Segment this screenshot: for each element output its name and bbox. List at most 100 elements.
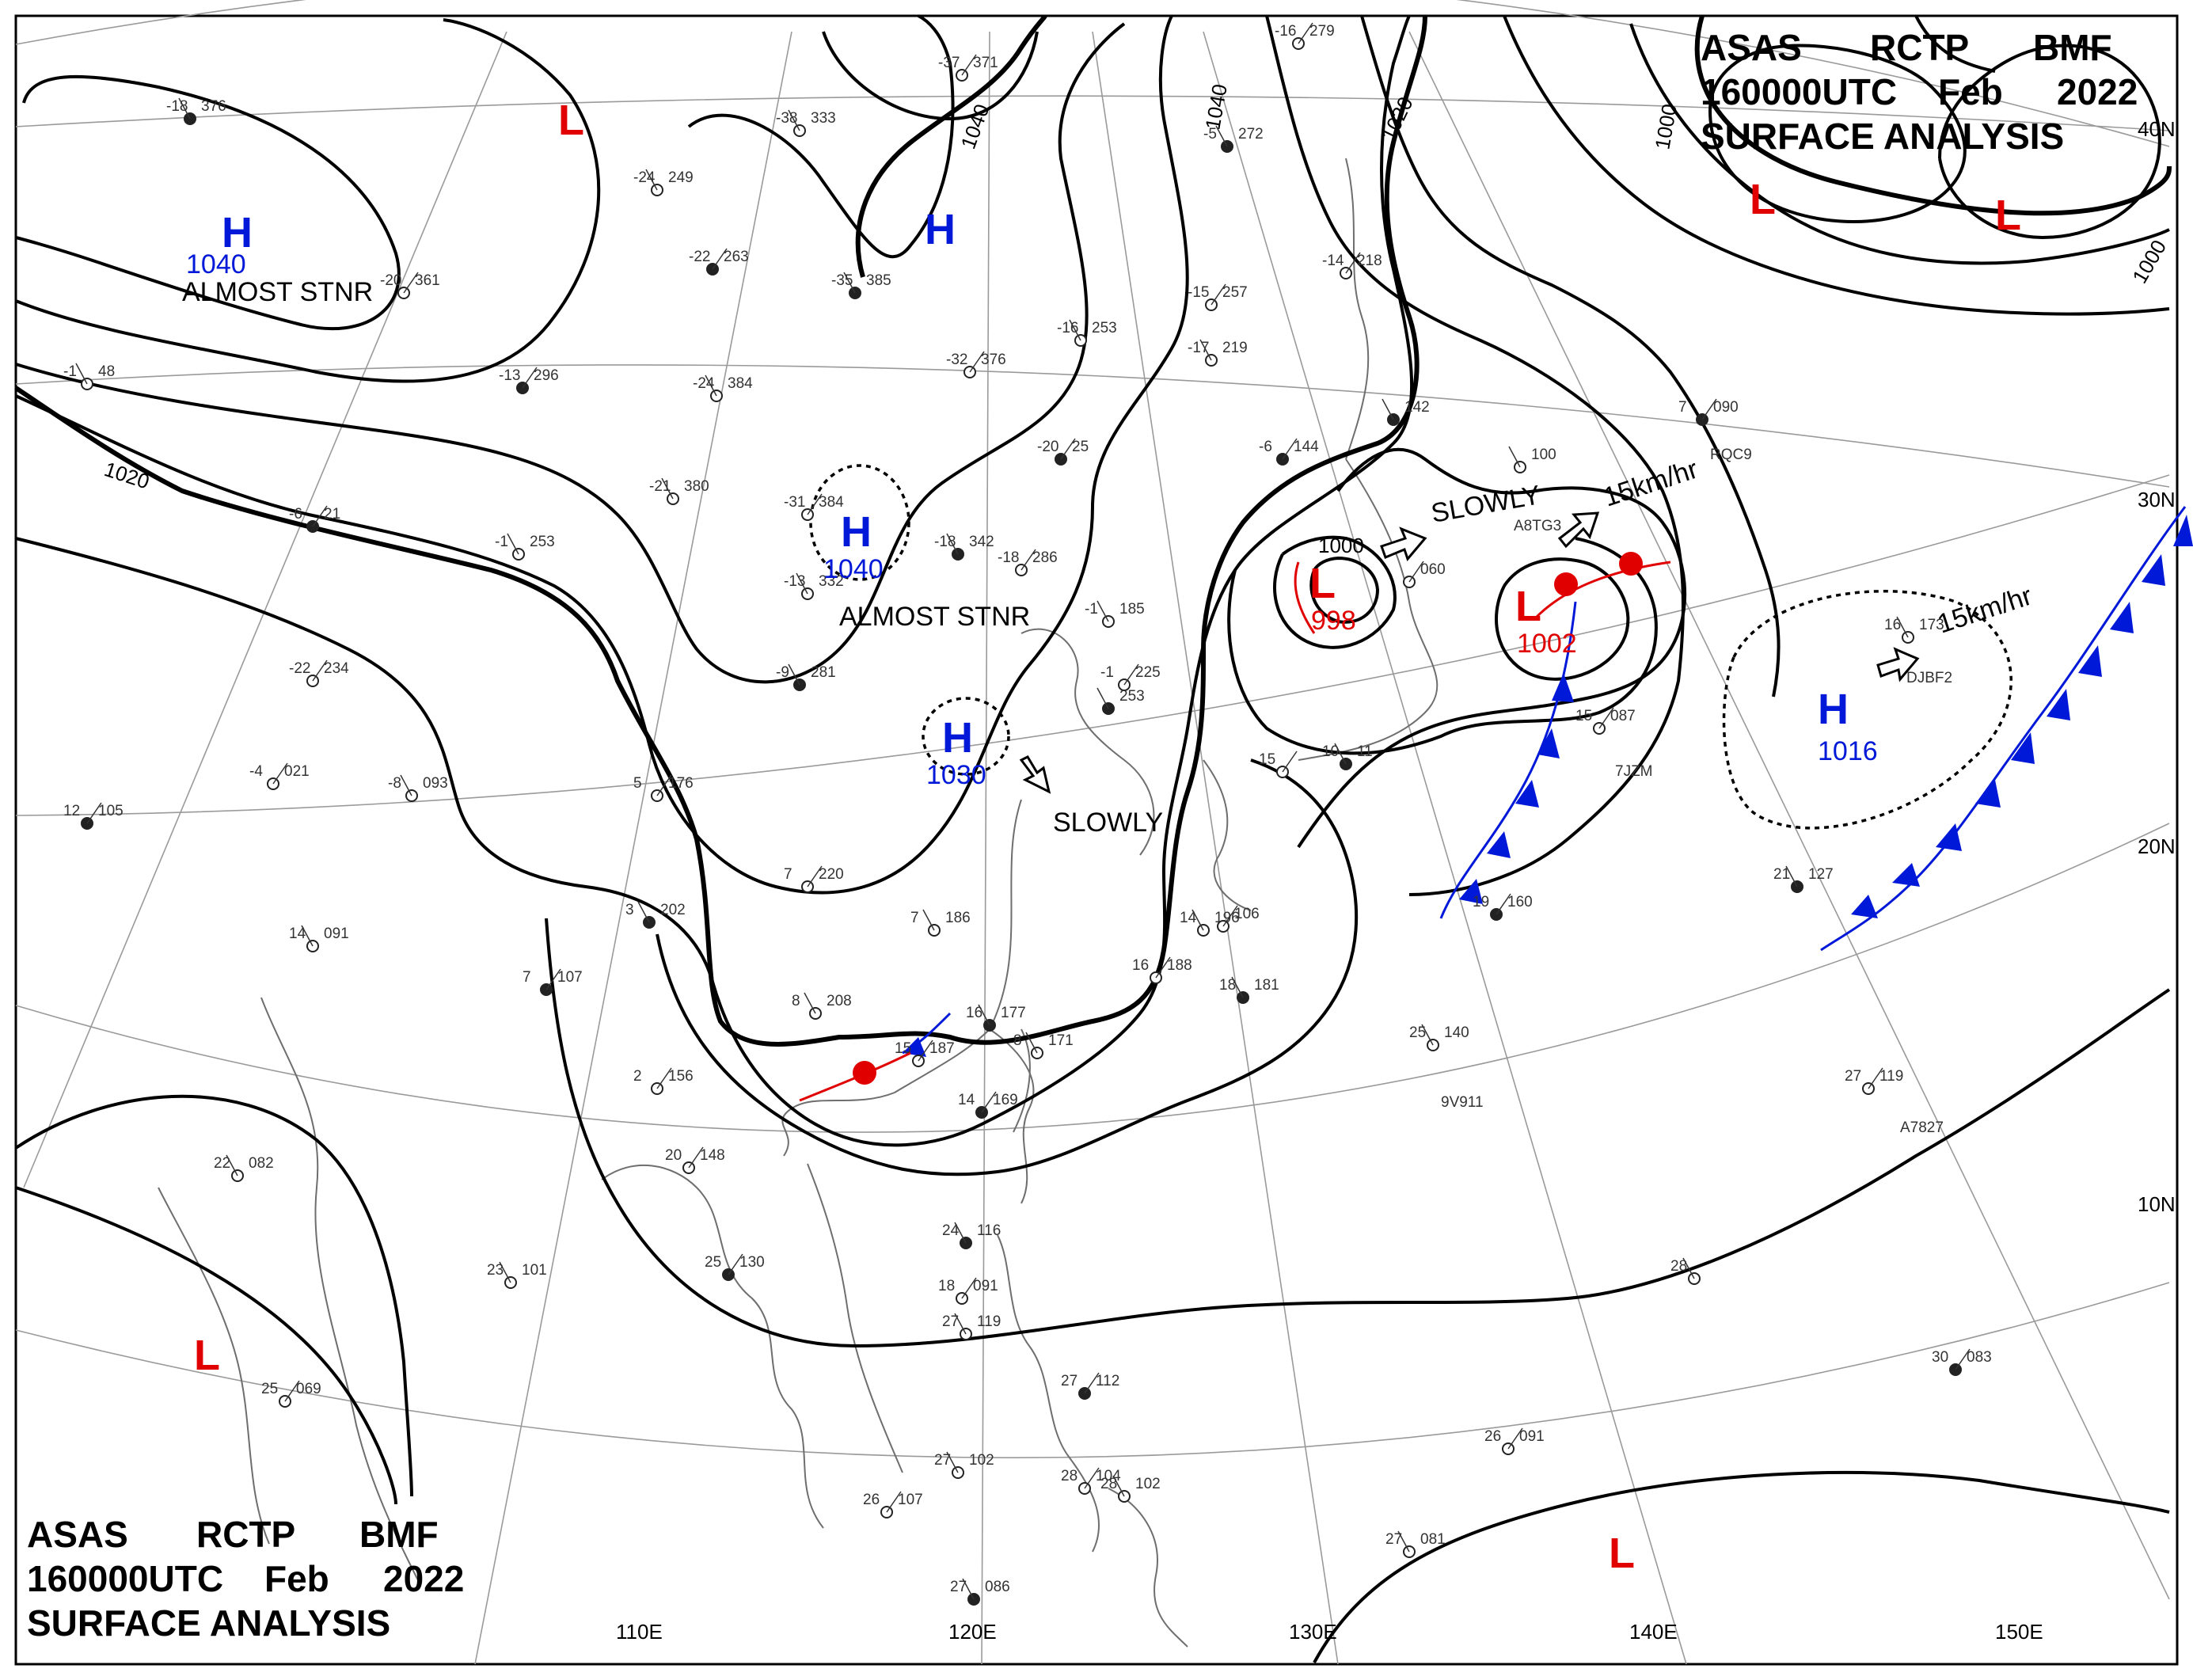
station-pressure: 091 xyxy=(324,926,349,942)
station-plot: -1 225 xyxy=(1100,663,1161,691)
station-pressure: 106 xyxy=(1234,906,1260,922)
station-temperature: -31 xyxy=(784,494,805,511)
wind-barb xyxy=(499,1261,511,1283)
motion-arrows xyxy=(1019,511,1920,794)
wind-barb xyxy=(1112,1475,1125,1497)
station-pressure: 385 xyxy=(866,272,891,289)
wind-barb xyxy=(961,54,977,76)
cold-front-triangles-japan xyxy=(1459,673,1574,904)
longitude-label: 140E xyxy=(1629,1620,1678,1644)
longitude-label: 120E xyxy=(948,1620,997,1644)
station-pressure: 176 xyxy=(668,775,694,792)
wind-barb xyxy=(1215,125,1228,147)
station-pressure: 281 xyxy=(811,664,836,681)
coast-mindanao xyxy=(1108,1488,1188,1648)
station-pressure: 142 xyxy=(1404,399,1430,416)
station-pressure: 188 xyxy=(1167,957,1192,974)
station-temperature: -32 xyxy=(946,352,967,368)
station-pressure: 333 xyxy=(811,110,836,127)
high-motion-note: ALMOST STNR xyxy=(182,277,373,307)
station-temperature: -16 xyxy=(1275,23,1296,40)
station-pressure: 202 xyxy=(660,902,686,918)
station-plot: 15 087 xyxy=(1575,707,1636,735)
station-pressure: 102 xyxy=(1135,1476,1161,1492)
dotted-isobar-1040-high xyxy=(809,464,910,581)
warm-front-line-japan xyxy=(1534,561,1671,619)
station-plot: 253 xyxy=(1096,687,1145,715)
station-plot: 10 11 xyxy=(1322,743,1373,770)
station-pressure: 081 xyxy=(1420,1531,1446,1548)
station-plot: 25 069 xyxy=(261,1380,321,1408)
station-plots: -18 376-20 361-24 249-22 263-38 333-37 371-35 3… xyxy=(63,22,1992,1606)
high-center-symbol: H xyxy=(222,209,253,257)
station-temperature: 30 xyxy=(1932,1349,1948,1366)
station-plot: -16 253 xyxy=(1057,319,1117,347)
station-pressure: 119 xyxy=(1879,1068,1903,1085)
station-plot: 16 173 xyxy=(1884,616,1944,644)
station-pressure: 127 xyxy=(1808,866,1834,883)
station-temperature: 8 xyxy=(1013,1032,1022,1049)
wind-barb xyxy=(400,774,412,796)
isobar-1000-northeast xyxy=(1629,23,2170,265)
high-pressure-value: 1040 xyxy=(186,249,246,279)
low-motion-arrow-east xyxy=(1557,511,1600,549)
station-pressure: 091 xyxy=(973,1278,998,1294)
station-pressure: 156 xyxy=(668,1068,694,1085)
agency-code: BMF xyxy=(359,1514,439,1555)
station-pressure: 100 xyxy=(1531,447,1556,463)
longitude-label: 130E xyxy=(1289,1620,1337,1644)
wind-barb xyxy=(1345,252,1361,274)
wind-barb xyxy=(946,1451,959,1473)
station-plot: 22 082 xyxy=(214,1154,274,1182)
station-pressure: 25 xyxy=(1072,439,1089,455)
front-pip xyxy=(1459,879,1483,904)
station-temperature: -20 xyxy=(1037,439,1058,455)
station-pressure: 083 xyxy=(1967,1349,1992,1366)
coastlines xyxy=(158,158,1439,1648)
station-temperature: 24 xyxy=(942,1222,960,1239)
station-temperature: 27 xyxy=(942,1313,959,1330)
wind-barb xyxy=(728,1253,743,1275)
wind-barb xyxy=(1096,687,1109,709)
station-plot: -1 48 xyxy=(63,363,115,390)
wind-barb xyxy=(1955,1348,1971,1370)
station-temperature: 25 xyxy=(261,1381,278,1397)
wind-barb xyxy=(1682,1257,1695,1279)
station-temperature: -1 xyxy=(63,363,77,380)
wind-barb xyxy=(954,1313,967,1335)
analysis-year: 2022 xyxy=(2057,71,2138,112)
station-plot: 15 187 xyxy=(895,1040,955,1067)
station-pressure: 219 xyxy=(1222,340,1248,356)
station-temperature: -37 xyxy=(938,55,960,71)
station-plot: -35 385 xyxy=(831,272,891,299)
station-temperature: 27 xyxy=(934,1452,951,1469)
station-temperature: -1 xyxy=(1100,664,1114,681)
wind-barb xyxy=(1069,319,1081,341)
title-row-product: ASAS RCTP BMF xyxy=(1701,25,2138,70)
longitude-line-120e xyxy=(981,31,990,1665)
analysis-type: SURFACE ANALYSIS xyxy=(1701,116,2065,157)
station-plot: 18 181 xyxy=(1219,976,1279,1004)
wind-barb xyxy=(1397,1530,1410,1553)
station-plot: -38 333 xyxy=(776,109,836,137)
station-plot: 16 188 xyxy=(1132,956,1192,984)
station-temperature: 15 xyxy=(1575,708,1592,724)
ship-id: DJBF2 xyxy=(1906,670,1952,686)
station-pressure: 376 xyxy=(981,352,1006,368)
station-plot: 060 xyxy=(1403,561,1446,588)
station-plot: 2 156 xyxy=(633,1067,694,1095)
isobars-major xyxy=(14,14,2172,1047)
station-pressure: 263 xyxy=(724,249,749,265)
station-plot: -4 021 xyxy=(249,762,310,790)
coast-vietnam xyxy=(989,1028,1035,1204)
front-pip xyxy=(2110,602,2134,633)
warm-front-bump xyxy=(1554,572,1578,596)
station-temperature: 28 xyxy=(1061,1468,1077,1484)
isobar-1004-northeast xyxy=(1503,15,2170,316)
wind-barb xyxy=(843,272,856,294)
station-plot: 28 102 xyxy=(1100,1475,1161,1503)
station-plot: 24 116 xyxy=(942,1222,1001,1249)
latitude-line-30n xyxy=(15,364,2170,488)
high-center-symbol: H xyxy=(942,714,973,762)
